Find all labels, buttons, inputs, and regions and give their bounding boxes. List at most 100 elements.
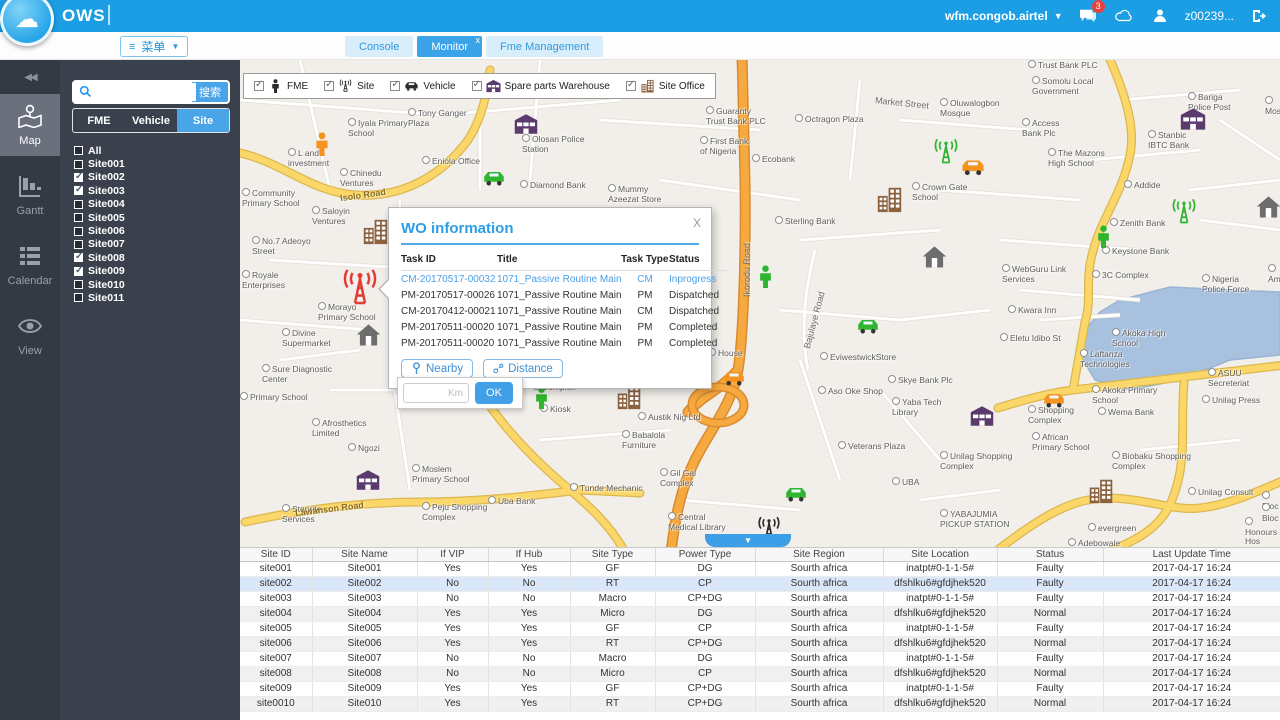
tab-fme[interactable]: FME [87, 114, 111, 127]
map-car-marker[interactable] [856, 314, 880, 338]
checkbox-icon[interactable] [254, 79, 264, 91]
wo-task-id[interactable]: PM-20170511-00020 [401, 321, 495, 333]
messages-icon[interactable]: 3 [1077, 0, 1105, 25]
map-antenna-marker[interactable] [756, 516, 782, 542]
wo-row[interactable]: PM-20170517-00026 1071_Passive Routine Ma… [401, 287, 727, 303]
sidebar-item-gantt[interactable]: Gantt [0, 164, 60, 226]
checkbox-icon[interactable] [74, 171, 83, 182]
checkbox-icon[interactable] [74, 146, 83, 156]
site-filter-site005[interactable]: Site005 [74, 211, 125, 224]
site-filter-site003[interactable]: Site003 [74, 184, 125, 197]
wo-row[interactable]: CM-20170517-00032 1071_Passive Routine Ma… [401, 271, 727, 288]
layer-toggle-vehicle[interactable]: Vehicle [390, 79, 456, 93]
table-row-site004[interactable]: site004 Site004 Yes Yes Micro DG Sourth africa… [240, 606, 1280, 622]
layer-toggle-site[interactable]: Site [324, 79, 374, 93]
layer-toggle-spare-parts-warehouse[interactable]: Spare parts Warehouse [471, 79, 610, 93]
ok-button[interactable]: OK [475, 382, 513, 404]
table-row-site008[interactable]: site008 Site008 No No Micro CP Sourth africa df… [240, 666, 1280, 682]
table-row-site001[interactable]: site001 Site001 Yes Yes GF DG Sourth africa ina… [240, 561, 1280, 577]
layer-toggle-site-office[interactable]: Site Office [625, 79, 705, 93]
column-header-if-hub[interactable]: If Hub [488, 548, 571, 562]
checkbox-icon[interactable] [74, 293, 83, 303]
column-header-power-type[interactable]: Power Type [655, 548, 756, 562]
checkbox-icon[interactable] [74, 265, 83, 276]
site-filter-site002[interactable]: Site002 [74, 171, 125, 184]
search-button[interactable]: 搜索 [192, 80, 230, 104]
map-car-marker[interactable] [482, 166, 506, 190]
table-row-site009[interactable]: site009 Site009 Yes Yes GF CP+DG Sourth africa… [240, 681, 1280, 697]
tab-monitor[interactable]: Monitor x [417, 35, 483, 57]
column-header-status[interactable]: Status [997, 548, 1104, 562]
map-house-marker[interactable] [922, 244, 947, 269]
km-input[interactable] [403, 383, 469, 403]
site-filter-all[interactable]: All [74, 144, 125, 157]
map-canvas[interactable]: Iyala Primary School Tony Ganger Plaza Eni… [228, 60, 1280, 548]
table-row-site007[interactable]: site007 Site007 No No Macro DG Sourth africa in… [240, 651, 1280, 667]
sidebar-item-map[interactable]: Map [0, 94, 60, 156]
tab-site[interactable]: Site [177, 109, 229, 132]
site-filter-site001[interactable]: Site001 [74, 157, 125, 170]
checkbox-icon[interactable] [390, 79, 401, 91]
tab-console[interactable]: Console [345, 36, 414, 57]
tab-vehicle[interactable]: Vehicle [132, 114, 170, 127]
checkbox-icon[interactable] [324, 79, 335, 91]
checkbox-icon[interactable] [74, 251, 83, 263]
map-car-marker[interactable] [960, 154, 986, 180]
site-filter-site009[interactable]: Site009 [74, 265, 125, 278]
checkbox-icon[interactable] [74, 199, 83, 209]
map-car-marker[interactable] [1042, 388, 1066, 412]
table-row-site005[interactable]: site005 Site005 Yes Yes GF CP Sourth africa ina… [240, 621, 1280, 637]
wo-task-id[interactable]: CM-20170517-00032 [401, 273, 496, 285]
map-warehouse-marker[interactable] [970, 404, 994, 428]
tab-fme-management[interactable]: Fme Management [486, 36, 604, 57]
popup-close-icon[interactable]: X [692, 216, 701, 230]
column-header-last-update-time[interactable]: Last Update Time [1103, 548, 1280, 562]
site-filter-site006[interactable]: Site006 [74, 224, 125, 237]
wo-row[interactable]: CM-20170412-00021 1071_Passive Routine Ma… [401, 303, 727, 319]
map-office-marker[interactable] [876, 186, 903, 213]
sidebar-item-view[interactable]: View [0, 304, 60, 366]
checkbox-icon[interactable] [74, 159, 83, 169]
map-antenna-marker[interactable] [932, 138, 960, 166]
checkbox-icon[interactable] [625, 79, 636, 91]
column-header-if-vip[interactable]: If VIP [417, 548, 489, 562]
site-filter-site007[interactable]: Site007 [74, 238, 125, 251]
table-row-site002[interactable]: site002 Site002 No No RT CP Sourth africa dfshl… [240, 576, 1280, 592]
checkbox-icon[interactable] [74, 226, 83, 236]
wo-task-id[interactable]: CM-20170412-00021 [401, 305, 496, 317]
map-warehouse-marker[interactable] [1180, 106, 1206, 132]
table-row-site0010[interactable]: site0010 Site010 Yes Yes RT CP+DG Sourth afric… [240, 696, 1280, 712]
map-car-marker[interactable] [722, 366, 746, 390]
collapse-table-handle[interactable]: ▼ [705, 534, 791, 547]
map-person-marker[interactable] [310, 132, 334, 156]
tenant-name[interactable]: wfm.congob.airtel [945, 9, 1048, 23]
map-car-marker[interactable] [784, 482, 808, 506]
map-warehouse-marker[interactable] [356, 468, 380, 492]
collapse-sidebar-icon[interactable]: ◀◀ [24, 71, 37, 83]
column-header-site-type[interactable]: Site Type [570, 548, 656, 562]
wo-row[interactable]: PM-20170511-00020 1071_Passive Routine Ma… [401, 319, 727, 335]
checkbox-icon[interactable] [471, 79, 482, 91]
map-office-marker[interactable] [1088, 478, 1114, 504]
column-header-site-location[interactable]: Site Location [883, 548, 998, 562]
user-icon[interactable] [1149, 7, 1171, 25]
wo-task-id[interactable]: PM-20170517-00026 [401, 289, 495, 301]
nearby-button[interactable]: Nearby [401, 359, 474, 378]
map-person-marker[interactable] [754, 265, 777, 288]
menu-button[interactable]: ≡ 菜单 ▼ [120, 36, 189, 57]
checkbox-icon[interactable] [74, 239, 83, 249]
column-header-site-name[interactable]: Site Name [312, 548, 418, 562]
logout-icon[interactable] [1248, 7, 1270, 25]
username[interactable]: z00239... [1184, 9, 1234, 23]
cloud-sync-icon[interactable] [1113, 7, 1135, 25]
map-house-marker[interactable] [1256, 194, 1280, 219]
layer-toggle-fme[interactable]: FME [254, 79, 308, 93]
sidebar-item-calendar[interactable]: Calendar [0, 234, 60, 296]
site-filter-site008[interactable]: Site008 [74, 251, 125, 264]
checkbox-icon[interactable] [74, 280, 83, 290]
table-row-site006[interactable]: site006 Site006 Yes Yes RT CP+DG Sourth africa… [240, 636, 1280, 652]
wo-task-id[interactable]: PM-20170511-00020 [401, 337, 495, 349]
column-header-site-id[interactable]: Site ID [240, 548, 313, 562]
site-filter-site010[interactable]: Site010 [74, 278, 125, 291]
tenant-caret-icon[interactable]: ▼ [1053, 11, 1063, 21]
